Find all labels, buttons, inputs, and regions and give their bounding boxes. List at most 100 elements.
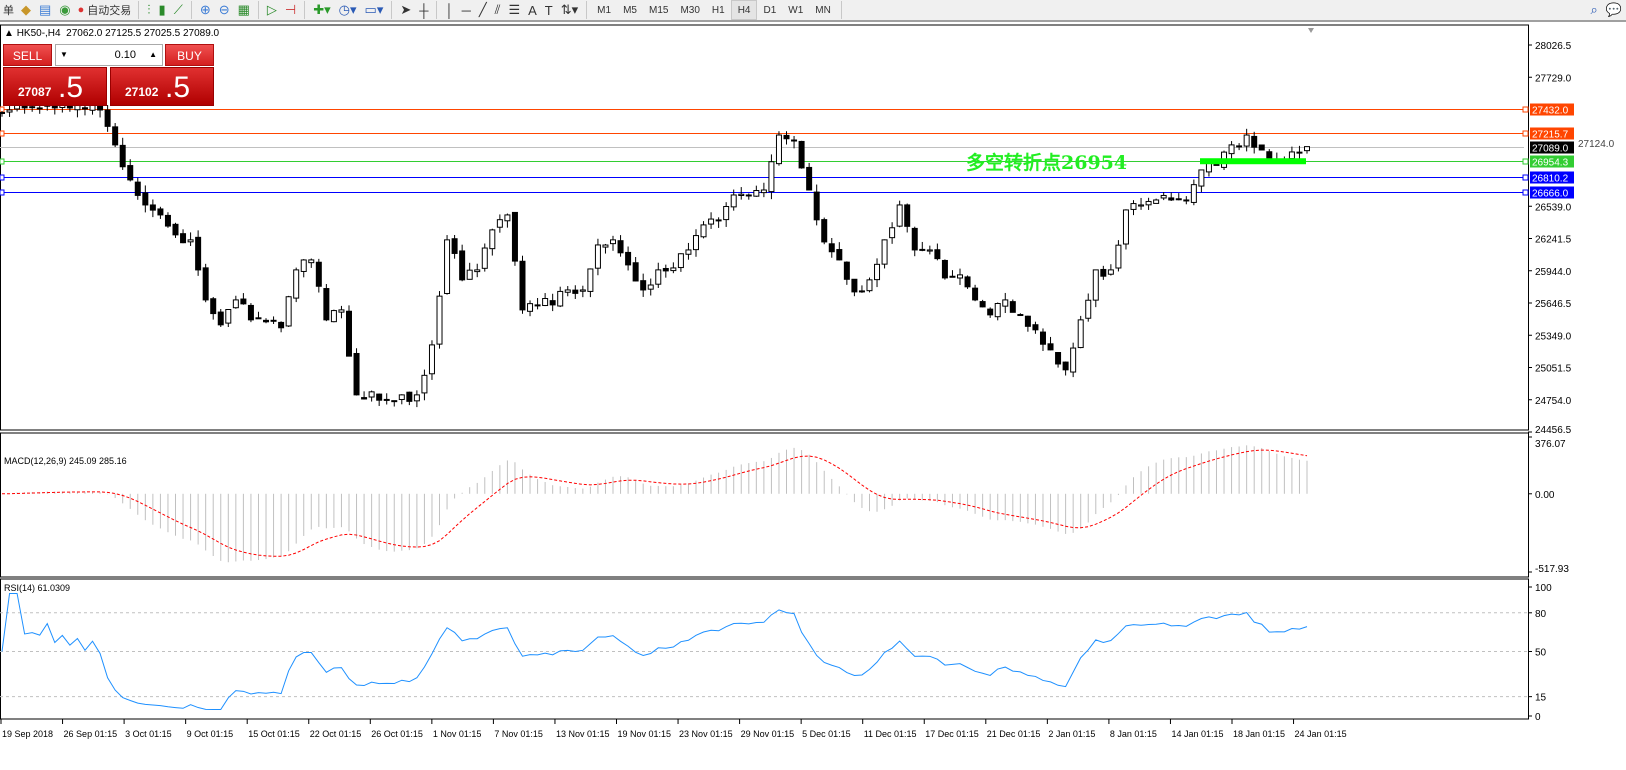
- candle: [451, 234, 458, 259]
- candle: [285, 295, 292, 327]
- price-axis-label: 25349.0: [1535, 331, 1572, 342]
- arrows-icon[interactable]: ⇅▾: [560, 2, 579, 17]
- search-icon[interactable]: ⌕: [1590, 2, 1598, 17]
- candle-body: [889, 227, 896, 239]
- price-line-label: 26954.3: [1532, 158, 1569, 169]
- line-chart-icon[interactable]: ⟋: [173, 2, 183, 17]
- candle: [874, 258, 881, 288]
- chart-canvas[interactable]: 28026.5 27729.0 26539.0 26241.5 25944.0 25646…: [0, 24, 1626, 767]
- cursor-icon[interactable]: ➤: [400, 2, 412, 17]
- text-label-icon[interactable]: T: [544, 2, 553, 18]
- time-axis-label: 18 Jan 01:15: [1233, 729, 1285, 739]
- tile-windows-icon[interactable]: ▦: [237, 2, 250, 17]
- candle-body: [979, 301, 986, 308]
- candle: [768, 154, 775, 200]
- candle-body: [821, 219, 828, 243]
- candle-body: [225, 309, 232, 324]
- candle: [104, 104, 111, 132]
- timeframe-m30[interactable]: M30: [680, 4, 700, 16]
- candle-body: [496, 219, 503, 228]
- signal-icon[interactable]: ◉: [59, 2, 71, 17]
- chart-shift-icon[interactable]: ⊣: [284, 2, 297, 17]
- candle: [587, 268, 594, 298]
- trendline-icon[interactable]: ╱: [478, 2, 487, 17]
- ohlc-high: 27125.5: [105, 28, 142, 39]
- horizontal-line-icon[interactable]: ─: [461, 2, 471, 18]
- candle-body: [836, 249, 843, 261]
- chart-window[interactable]: 28026.5 27729.0 26539.0 26241.5 25944.0 25646…: [0, 24, 1626, 767]
- auto-trading-button[interactable]: ● 自动交易: [75, 0, 135, 20]
- sell-price-fraction: .5: [58, 71, 84, 104]
- timeframe-mn[interactable]: MN: [815, 4, 831, 16]
- timeframe-m15[interactable]: M15: [648, 4, 669, 16]
- bar-chart-icon[interactable]: ⫶: [147, 2, 151, 17]
- collapse-triangle-icon[interactable]: ▲: [4, 28, 14, 39]
- menu-fragment[interactable]: 单: [3, 5, 14, 17]
- candle: [421, 369, 428, 401]
- candle: [1070, 342, 1077, 378]
- buy-price-main: 27102: [125, 85, 159, 99]
- fibonacci-icon[interactable]: ☰: [508, 2, 521, 17]
- candle: [1092, 269, 1099, 308]
- pivot-annotation[interactable]: 多空转折点26954: [966, 152, 1128, 174]
- candle-body: [338, 309, 345, 313]
- timeframe-h4[interactable]: H4: [730, 0, 758, 20]
- candle-body: [1168, 197, 1175, 201]
- candle-body: [579, 289, 586, 292]
- timeframe-d1[interactable]: D1: [763, 4, 777, 16]
- lot-size-input[interactable]: ▼ 0.10 ▲: [55, 44, 163, 66]
- indicators-icon[interactable]: ✚▾: [313, 2, 331, 17]
- buy-button[interactable]: BUY: [165, 44, 214, 66]
- timeframe-m1[interactable]: M1: [597, 4, 612, 16]
- sell-price-main: 27087: [18, 85, 52, 99]
- text-icon[interactable]: A: [528, 2, 537, 18]
- periods-clock-icon[interactable]: ◷▾: [338, 2, 357, 17]
- lot-value[interactable]: 0.10: [114, 49, 136, 61]
- candle-body: [1085, 299, 1092, 319]
- time-axis-label: 2 Jan 01:15: [1048, 729, 1095, 739]
- candle: [519, 255, 526, 314]
- candle: [504, 213, 511, 228]
- candle: [436, 291, 443, 349]
- chat-icon[interactable]: 💬: [1605, 2, 1622, 17]
- rsi-axis-label: 100: [1535, 583, 1552, 594]
- folder-icon[interactable]: ◆: [21, 2, 31, 17]
- sell-price-box[interactable]: 27087 .5: [3, 67, 107, 106]
- crosshair-icon[interactable]: ┼: [419, 2, 429, 18]
- candle-body: [270, 319, 277, 322]
- candle-body: [934, 249, 941, 260]
- candle-body: [957, 274, 964, 279]
- equidistant-channel-icon[interactable]: ⫽: [494, 2, 501, 17]
- time-axis-label: 26 Oct 01:15: [371, 729, 423, 739]
- price-line-label: 27089.0: [1532, 144, 1569, 155]
- decrease-lot-icon[interactable]: ▼: [60, 50, 68, 59]
- buy-price-box[interactable]: 27102 .5: [110, 67, 214, 106]
- timeframe-h1[interactable]: H1: [711, 4, 725, 16]
- candle: [225, 309, 232, 327]
- vertical-line-icon[interactable]: │: [445, 2, 454, 18]
- candle: [677, 253, 684, 272]
- candle: [1251, 131, 1258, 154]
- candle-body: [1243, 134, 1250, 147]
- zoom-out-icon[interactable]: ⊖: [218, 2, 230, 17]
- candle-body: [866, 279, 873, 292]
- candle-body: [278, 321, 285, 329]
- timeframe-w1[interactable]: W1: [788, 4, 804, 16]
- candle-body: [625, 251, 632, 266]
- candle-body: [240, 298, 247, 305]
- macd-axis-label: 0.00: [1535, 490, 1555, 501]
- candle: [542, 293, 549, 307]
- templates-icon[interactable]: ▭▾: [364, 2, 384, 17]
- increase-lot-icon[interactable]: ▲: [149, 50, 157, 59]
- timeframe-m5[interactable]: M5: [623, 4, 637, 16]
- zoom-in-icon[interactable]: ⊕: [199, 2, 211, 17]
- candlestick-chart-icon[interactable]: ▮: [158, 2, 166, 17]
- sell-button[interactable]: SELL: [3, 44, 52, 66]
- rsi-pane-frame: [0, 578, 1529, 720]
- auto-scroll-icon[interactable]: ▷: [266, 2, 277, 17]
- terminal-icon[interactable]: ▤: [39, 2, 52, 17]
- candle-body: [0, 111, 5, 114]
- candle: [813, 184, 820, 226]
- candle: [383, 393, 390, 405]
- candle-body: [127, 165, 134, 181]
